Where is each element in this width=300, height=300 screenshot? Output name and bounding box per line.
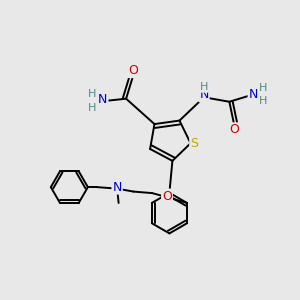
Text: N: N [199, 88, 209, 101]
Text: H: H [259, 83, 268, 93]
Text: S: S [190, 137, 198, 150]
Text: O: O [162, 190, 172, 202]
Text: N: N [112, 181, 122, 194]
Text: N: N [98, 93, 107, 106]
Text: H: H [88, 88, 97, 99]
Text: H: H [88, 103, 97, 113]
Text: N: N [249, 88, 258, 101]
Text: H: H [259, 96, 268, 106]
Text: O: O [128, 64, 138, 77]
Text: O: O [230, 123, 239, 136]
Text: H: H [200, 82, 208, 92]
